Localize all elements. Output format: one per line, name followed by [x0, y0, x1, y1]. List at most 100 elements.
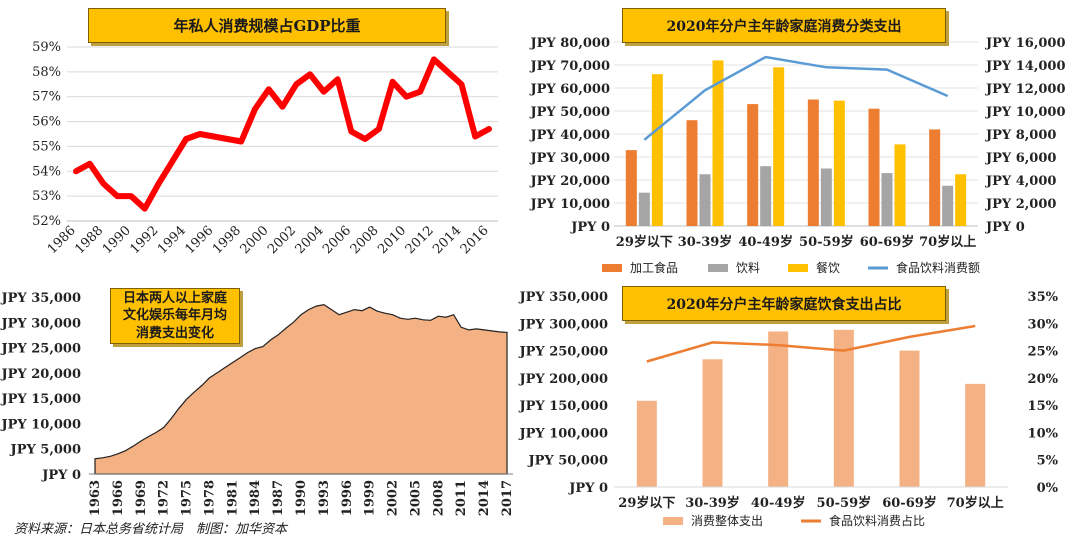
c1-y-tick: 53%	[32, 189, 61, 204]
c2-legend-label: 加工食品	[630, 260, 678, 275]
c4-x-tick: 30-39岁	[685, 495, 740, 511]
c2-y2-tick: JPY 2,000	[985, 197, 1056, 212]
c1-y-tick: 58%	[32, 65, 61, 80]
chart1-title: 年私人消费规模占GDP比重	[88, 8, 446, 43]
c2-x-tick: 30-39岁	[678, 234, 733, 250]
c3-x-tick: 2002	[386, 480, 401, 516]
c3-y-tick: JPY 10,000	[1, 417, 82, 432]
c2-bar-加工食品	[868, 108, 880, 226]
c2-bar-餐饮	[712, 60, 724, 227]
c2-y2-tick: JPY 12,000	[985, 82, 1066, 97]
c4-x-tick: 70岁以上	[947, 495, 1004, 511]
c2-bar-餐饮	[833, 100, 845, 226]
c2-bar-加工食品	[625, 150, 637, 226]
c1-y-tick: 55%	[32, 139, 61, 154]
c2-bar-饮料	[881, 173, 893, 226]
c2-x-tick: 60-69岁	[860, 234, 915, 250]
c4-y2-tick: 35%	[1028, 290, 1059, 305]
c4-x-tick: 60-69岁	[882, 495, 937, 511]
c1-x-tick: 2004	[293, 223, 327, 257]
c2-y-tick: JPY 20,000	[530, 174, 611, 189]
c2-bar-加工食品	[747, 104, 759, 226]
c1-x-tick: 1996	[182, 223, 216, 257]
c3-y-tick: JPY 25,000	[1, 342, 82, 357]
c4-y-tick: JPY 50,000	[528, 454, 609, 469]
c3-x-tick: 1999	[363, 480, 378, 516]
c1-x-tick: 2002	[265, 223, 299, 257]
c2-y2-tick: JPY 4,000	[985, 174, 1056, 189]
c4-y-tick: JPY 200,000	[518, 372, 608, 387]
c3-x-tick: 1996	[340, 480, 355, 516]
c3-x-tick: 1987	[271, 480, 286, 516]
c2-legend-swatch	[708, 264, 728, 272]
c3-y-tick: JPY 30,000	[1, 316, 82, 331]
c2-x-tick: 50-59岁	[799, 234, 854, 250]
c1-x-tick: 2010	[375, 223, 409, 257]
c2-y2-tick: JPY 0	[985, 220, 1025, 235]
c4-bar	[833, 329, 854, 487]
c4-y2-tick: 5%	[1037, 454, 1059, 469]
c1-x-tick: 1992	[127, 223, 161, 257]
c3-x-tick: 1993	[317, 480, 332, 516]
c3-x-tick: 2014	[477, 480, 492, 516]
c2-legend-label: 饮料	[736, 261, 760, 275]
chart4-title: 2020年分户主年龄家庭饮食支出占比	[622, 286, 946, 321]
c4-x-tick: 29岁以下	[618, 495, 675, 511]
c2-bar-加工食品	[807, 99, 819, 226]
c2-legend-swatch	[602, 264, 622, 272]
c3-y-tick: JPY 35,000	[1, 291, 82, 306]
c3-x-tick: 1978	[202, 480, 217, 516]
c4-y-tick: JPY 350,000	[518, 290, 608, 305]
c1-x-tick: 1990	[100, 223, 134, 257]
c4-y2-tick: 0%	[1037, 481, 1059, 496]
c2-bar-饮料	[820, 168, 832, 226]
c4-y-tick: JPY 150,000	[518, 399, 608, 414]
c4-bar	[899, 350, 920, 487]
c4-legend-label: 食品饮料消费占比	[829, 513, 925, 528]
c3-x-tick: 2017	[500, 480, 515, 516]
c3-y-tick: JPY 5,000	[10, 443, 81, 458]
c3-area	[94, 303, 508, 475]
c2-y-tick: JPY 40,000	[530, 128, 611, 143]
c2-y2-tick: JPY 14,000	[985, 59, 1066, 74]
c1-x-tick: 1998	[210, 223, 244, 257]
c2-bar-餐饮	[651, 74, 663, 226]
c4-y2-tick: 25%	[1028, 345, 1059, 360]
c3-x-tick: 1981	[225, 480, 240, 516]
c4-x-tick: 50-59岁	[817, 495, 872, 511]
c4-y2-tick: 15%	[1028, 399, 1059, 414]
c2-legend-label: 食品饮料消费额	[896, 260, 980, 275]
c4-series-line	[646, 324, 976, 363]
c1-x-tick: 1994	[155, 223, 189, 257]
c2-bar-加工食品	[686, 120, 698, 226]
c1-x-tick: 2008	[348, 223, 382, 257]
c3-x-tick: 1972	[157, 480, 172, 516]
c2-bar-饮料	[942, 185, 954, 226]
c4-bar	[768, 331, 789, 487]
c4-y-tick: JPY 250,000	[518, 345, 608, 360]
c4-y-tick: JPY 0	[568, 481, 608, 496]
c3-y-tick: JPY 15,000	[1, 392, 82, 407]
c4-bar	[702, 359, 723, 487]
c1-y-tick: 56%	[32, 115, 61, 130]
c2-bar-餐饮	[894, 144, 906, 226]
c2-series-line	[643, 55, 949, 141]
c1-x-tick: 2000	[238, 223, 272, 257]
c3-x-tick: 1966	[111, 480, 126, 516]
c2-y2-tick: JPY 8,000	[985, 128, 1056, 143]
c2-y-tick: JPY 30,000	[530, 151, 611, 166]
c1-y-tick: 54%	[32, 164, 61, 179]
chart3-title: 日本两人以上家庭文化娱乐每年月均消费支出变化	[110, 288, 240, 344]
c1-y-tick: 57%	[32, 90, 61, 105]
c2-y2-tick: JPY 6,000	[985, 151, 1056, 166]
c3-y-tick: JPY 20,000	[1, 367, 82, 382]
c2-bar-餐饮	[955, 174, 967, 226]
c3-x-tick: 2005	[408, 480, 423, 516]
c1-x-tick: 2006	[320, 223, 354, 257]
c2-y2-tick: JPY 10,000	[985, 105, 1066, 120]
c4-y2-tick: 10%	[1028, 426, 1059, 441]
c3-x-tick: 1984	[248, 480, 263, 516]
c1-y-tick: 59%	[32, 40, 61, 55]
c4-bar	[636, 400, 657, 487]
